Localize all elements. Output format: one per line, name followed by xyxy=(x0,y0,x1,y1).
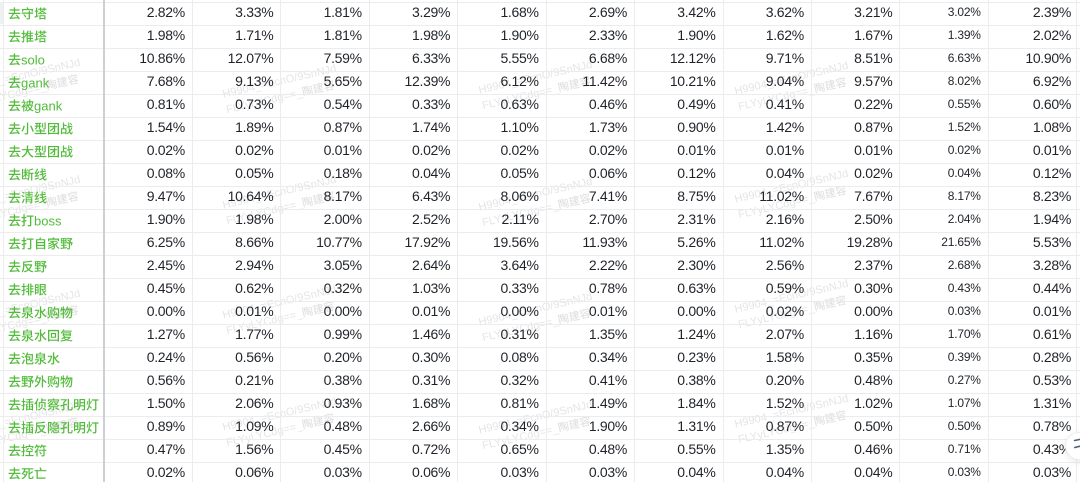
svg-text:gank: gank xyxy=(34,99,63,114)
svg-text:solo: solo xyxy=(21,53,45,68)
svg-text:gank: gank xyxy=(21,76,50,91)
svg-text:boss: boss xyxy=(34,214,62,229)
